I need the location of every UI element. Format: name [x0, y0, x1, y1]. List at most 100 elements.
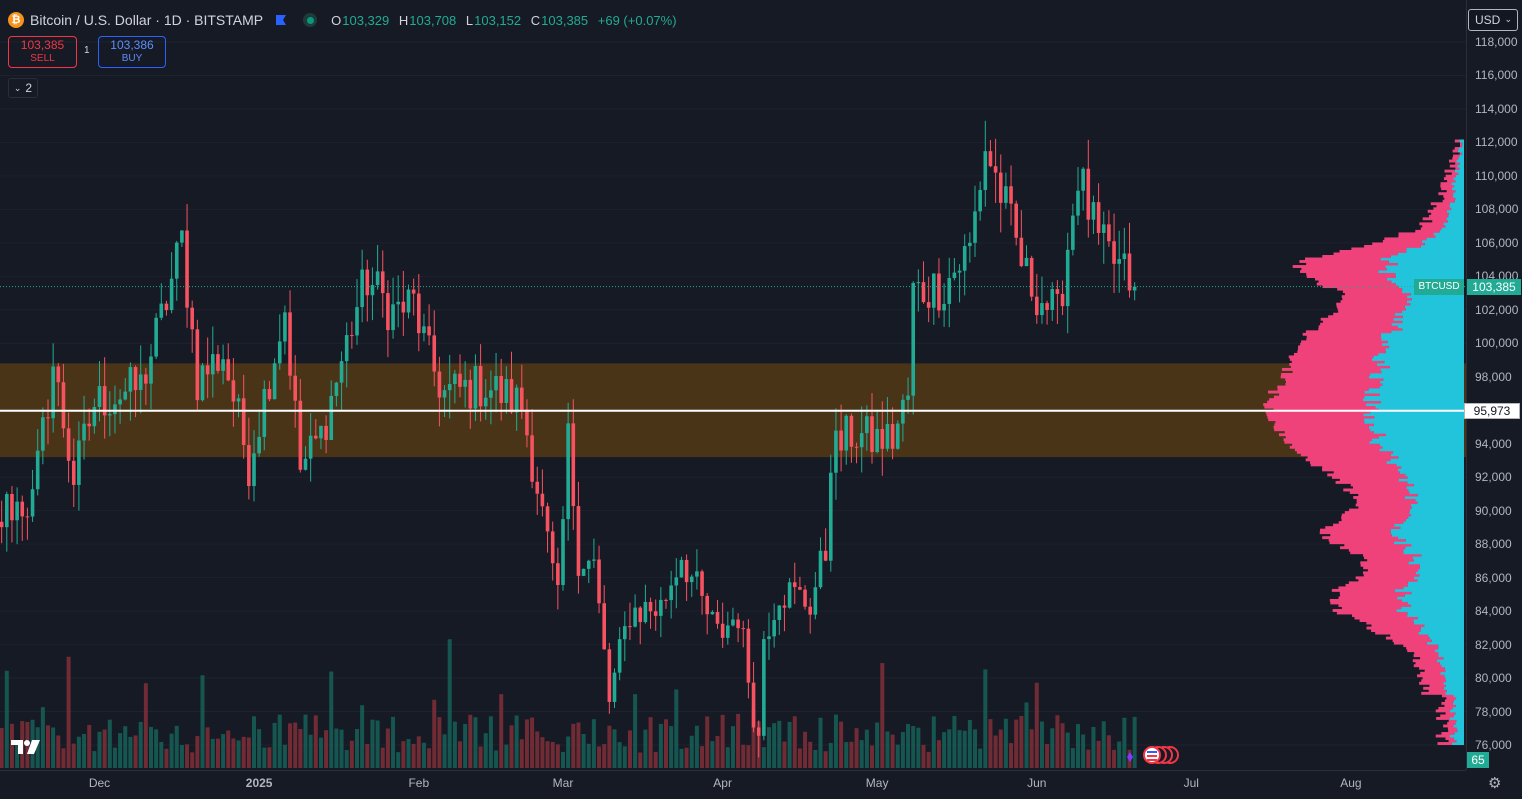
volume-bar [1034, 682, 1039, 768]
volume-bar [612, 729, 617, 768]
profile-bar-down [1459, 152, 1463, 155]
profile-bar-up [1379, 393, 1464, 397]
candle-body [695, 571, 699, 577]
volume-bar [195, 736, 200, 768]
profile-bar-down [1333, 312, 1395, 316]
volume-bar [107, 719, 112, 768]
candle-body [92, 406, 97, 427]
candle-body [571, 423, 576, 507]
currency-select[interactable]: USD ⌄ [1468, 9, 1518, 31]
candle-body [576, 506, 581, 576]
candle-body [442, 390, 447, 398]
profile-bar-down [1329, 598, 1402, 602]
profile-bar-up [1453, 192, 1464, 196]
candle-body [149, 356, 153, 384]
price-axis-tick: 84,000 [1475, 604, 1512, 619]
volume-bar [406, 739, 411, 768]
price-axis-tick: 116,000 [1475, 68, 1518, 83]
profile-bar-up [1456, 696, 1464, 700]
candle-body [319, 425, 323, 439]
profile-bar-down [1315, 277, 1387, 281]
profile-bar-down [1289, 445, 1383, 449]
candle-body [1132, 286, 1137, 291]
profile-bar-up [1394, 312, 1464, 316]
candle-body [108, 414, 112, 416]
time-axis[interactable] [0, 770, 1466, 799]
volume-bar [519, 739, 524, 768]
volume-bar [35, 727, 40, 768]
flag-icon[interactable] [275, 14, 287, 26]
profile-bar-up [1420, 244, 1464, 248]
tradingview-logo-icon[interactable] [10, 737, 46, 757]
profile-bar-down [1333, 470, 1400, 474]
profile-bar-up [1462, 152, 1464, 155]
volume-bar [123, 726, 128, 768]
profile-bar-down [1440, 182, 1452, 186]
volume-bar [854, 728, 859, 768]
profile-bar-down [1430, 202, 1450, 206]
volume-bar [973, 729, 977, 768]
candle-body [473, 365, 478, 409]
profile-bar-up [1407, 583, 1464, 587]
indicators-toggle-button[interactable]: ⌄ 2 [8, 78, 38, 98]
candle-body [241, 398, 246, 445]
price-axis[interactable] [1466, 0, 1522, 770]
price-chart[interactable] [0, 0, 1466, 770]
price-axis-tick: 92,000 [1475, 470, 1512, 485]
volume-bar [190, 752, 195, 768]
volume-bar [844, 742, 849, 768]
volume-bar [926, 751, 931, 768]
candle-body [839, 430, 843, 451]
candle-body [396, 301, 400, 305]
volume-bar [226, 730, 231, 768]
economic-events-icon [1127, 746, 1179, 764]
volume-bar [617, 742, 622, 768]
profile-bar-down [1296, 450, 1394, 454]
profile-bar-down [1453, 154, 1460, 158]
profile-bar-down [1436, 716, 1450, 720]
volume-bar [334, 728, 339, 768]
candle-body [957, 270, 962, 273]
volume-bar [1070, 748, 1075, 768]
symbol-title[interactable]: Bitcoin / U.S. Dollar · 1D · BITSTAMP [30, 12, 264, 28]
market-status-icon[interactable] [303, 13, 318, 27]
volume-bar [1014, 719, 1019, 768]
candle-body [540, 493, 545, 507]
candle-body [133, 367, 138, 391]
volume-bar [705, 716, 710, 768]
candle-body [1004, 186, 1008, 203]
volume-bar [957, 730, 962, 768]
volume-bar [648, 717, 653, 768]
buy-button[interactable]: 103,386 BUY [98, 36, 166, 68]
profile-bar-up [1378, 270, 1464, 273]
quantity-label[interactable]: 1 [84, 45, 90, 56]
volume-bar [432, 699, 437, 768]
gear-icon[interactable]: ⚙ [1488, 775, 1502, 792]
profile-bar-up [1446, 679, 1464, 683]
profile-bar-down [1341, 606, 1402, 610]
profile-bar-up [1380, 335, 1464, 339]
candle-body [1065, 249, 1070, 307]
profile-bar-up [1413, 619, 1464, 622]
sell-button[interactable]: 103,385 SELL [8, 36, 77, 68]
volume-bar [828, 742, 833, 768]
candle-body [942, 303, 946, 311]
profile-bar-up [1391, 330, 1464, 334]
time-axis-tick: Aug [1340, 776, 1362, 790]
profile-bar-up [1404, 593, 1464, 597]
volume-bar [720, 714, 725, 768]
profile-bar-down [1437, 742, 1452, 745]
profile-bar-down [1265, 410, 1371, 414]
volume-bar [555, 744, 560, 768]
profile-bar-up [1368, 425, 1464, 429]
volume-bar [1065, 732, 1070, 768]
profile-bar-down [1338, 310, 1402, 314]
profile-bar-down [1329, 541, 1394, 545]
volume-bar [293, 722, 298, 768]
profile-bar-up [1455, 197, 1464, 201]
horizontal-line-price-tag[interactable]: 95,973 [1464, 402, 1520, 419]
profile-bar-up [1441, 227, 1464, 231]
candle-body [1060, 293, 1065, 307]
profile-bar-down [1349, 508, 1411, 512]
volume-bar [215, 738, 220, 768]
